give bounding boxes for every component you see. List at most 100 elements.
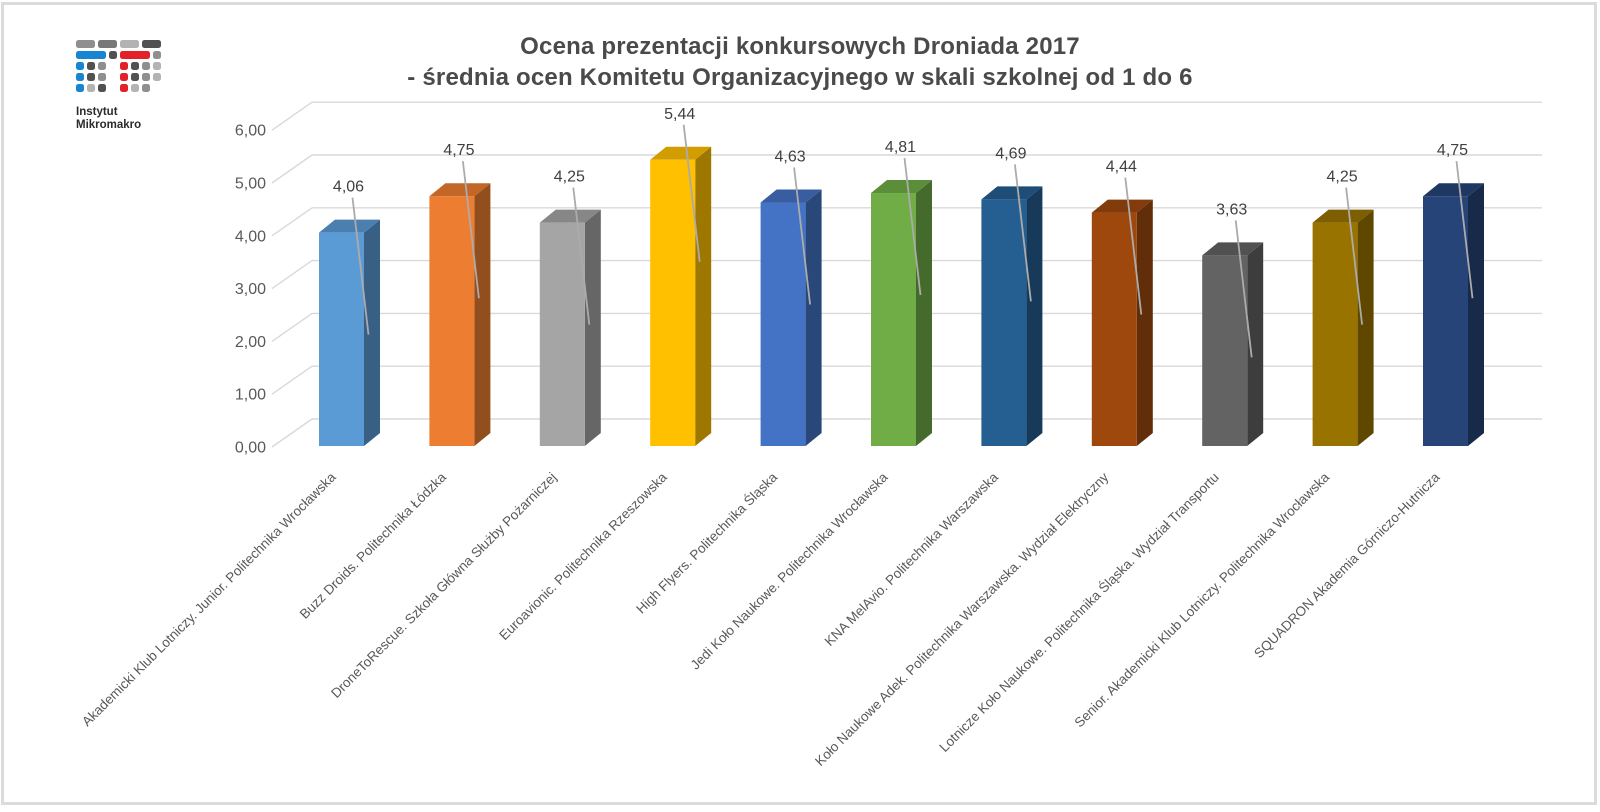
bar-top-face xyxy=(760,189,822,203)
bar-value-label: 4,06 xyxy=(333,179,364,196)
leader-line xyxy=(572,187,591,325)
bar-top-face xyxy=(539,209,601,223)
logo-dot xyxy=(109,51,117,59)
logo-dot xyxy=(142,62,150,70)
bar-side-face xyxy=(695,146,712,446)
bar-side-face xyxy=(1357,209,1374,446)
bar xyxy=(429,196,475,446)
leader-line xyxy=(462,161,480,299)
chart-title: Ocena prezentacji konkursowych Droniada … xyxy=(0,31,1600,93)
logo-text-line2: Mikromakro xyxy=(76,119,142,131)
bar xyxy=(981,199,1027,446)
bar-top-face xyxy=(1091,199,1153,213)
instytut-mikromakro-logo: Instytut Mikromakro xyxy=(76,40,196,132)
bar-side-face xyxy=(916,180,932,447)
logo-dot xyxy=(142,73,150,81)
logo-dot xyxy=(76,51,106,59)
leader-line xyxy=(1234,220,1253,358)
category-label: Jedi Koło Naukowe. Politechnika Wrocławs… xyxy=(688,469,891,672)
bar-value-label: 4,25 xyxy=(1327,169,1358,186)
bar-value-label: 5,44 xyxy=(664,106,695,123)
bar-side-face xyxy=(1247,242,1264,446)
gridline-tick-connector xyxy=(271,260,313,290)
gridline-tick-connector xyxy=(271,154,313,184)
bar-top-face xyxy=(1202,242,1264,256)
bar-value-label: 4,63 xyxy=(775,149,806,166)
logo-text-line1: Instytut xyxy=(76,106,118,118)
bar xyxy=(539,222,585,446)
leader-line xyxy=(1014,164,1032,302)
logo-dot xyxy=(153,62,161,70)
bar xyxy=(760,202,806,446)
bar-side-face xyxy=(805,189,822,446)
y-axis-tick-label: 0,00 xyxy=(235,440,266,457)
bar-value-label: 4,44 xyxy=(1106,159,1137,176)
logo-dot xyxy=(120,84,128,92)
leader-line xyxy=(682,124,701,262)
logo-dot xyxy=(76,40,95,48)
gridline-tick-connector xyxy=(271,418,313,448)
category-label: DroneToRescue. Szkoła Główna Służby Poża… xyxy=(328,470,559,701)
y-axis-tick-label: 2,00 xyxy=(235,334,266,351)
bar-top-face xyxy=(650,146,712,160)
bar xyxy=(1202,255,1248,446)
gridline-tick-connector xyxy=(271,101,313,131)
logo-text: Instytut Mikromakro xyxy=(76,106,196,132)
gridline-tick-connector xyxy=(271,207,313,237)
y-axis-tick-label: 5,00 xyxy=(235,176,266,193)
bar-value-label: 4,75 xyxy=(1437,142,1468,159)
bar xyxy=(1423,196,1468,446)
category-label: Senior. Akademicki Klub Lotniczy. Polite… xyxy=(1072,469,1333,730)
bar xyxy=(871,193,916,446)
bar-top-face xyxy=(1312,209,1374,223)
bar xyxy=(650,159,696,446)
bar-top-face xyxy=(871,180,932,194)
logo-dot xyxy=(142,84,150,92)
category-label: KNA MelAvio. Politechnika Warszawska xyxy=(822,469,1002,649)
chart-title-line1: Ocena prezentacji konkursowych Droniada … xyxy=(520,33,1080,60)
bar xyxy=(1312,222,1358,446)
leader-line xyxy=(903,157,922,296)
bar-top-face xyxy=(429,183,491,197)
category-label: Akademicki Klub Lotniczy. Junior. Polite… xyxy=(79,469,339,729)
chart-title-line2: - średnia ocen Komitetu Organizacyjnego … xyxy=(407,64,1193,91)
gridline-tick-connector xyxy=(271,365,313,395)
bar-value-label: 4,81 xyxy=(885,139,916,156)
bar-value-label: 4,25 xyxy=(554,169,585,186)
logo-dot xyxy=(120,62,128,70)
logo-dot xyxy=(87,62,95,70)
bar-top-face xyxy=(981,186,1043,200)
logo-dot xyxy=(131,84,139,92)
leader-line xyxy=(1124,177,1143,315)
bar-value-label: 4,69 xyxy=(995,145,1026,162)
mikromakro-mm-icon xyxy=(76,40,161,92)
logo-dot xyxy=(76,62,84,70)
bar-top-face xyxy=(319,219,380,233)
logo-dot xyxy=(98,62,106,70)
bar-value-label: 3,63 xyxy=(1216,201,1247,218)
logo-dot xyxy=(153,73,161,81)
bar-side-face xyxy=(1026,186,1043,447)
bar-side-face xyxy=(1468,183,1484,446)
logo-dot xyxy=(120,73,128,81)
bar xyxy=(1091,212,1137,446)
logo-dot xyxy=(76,84,84,92)
leader-line xyxy=(793,167,811,305)
logo-dot xyxy=(98,84,106,92)
logo-dot xyxy=(87,84,95,92)
y-axis-tick-label: 1,00 xyxy=(235,387,266,404)
logo-dot xyxy=(87,73,95,81)
bar-side-face xyxy=(474,183,491,446)
logo-dot xyxy=(131,73,139,81)
logo-dot xyxy=(98,40,117,48)
bar-top-face xyxy=(1423,183,1484,197)
logo-dot xyxy=(120,51,150,59)
category-label: SQUADRON Akademia Górniczo-Hutnicza xyxy=(1251,469,1443,661)
leader-line xyxy=(1345,187,1363,325)
logo-dot xyxy=(76,73,84,81)
leader-line xyxy=(1455,161,1474,299)
y-axis-tick-label: 6,00 xyxy=(235,123,266,140)
gridline-tick-connector xyxy=(271,312,313,342)
bar-side-face xyxy=(584,209,601,446)
